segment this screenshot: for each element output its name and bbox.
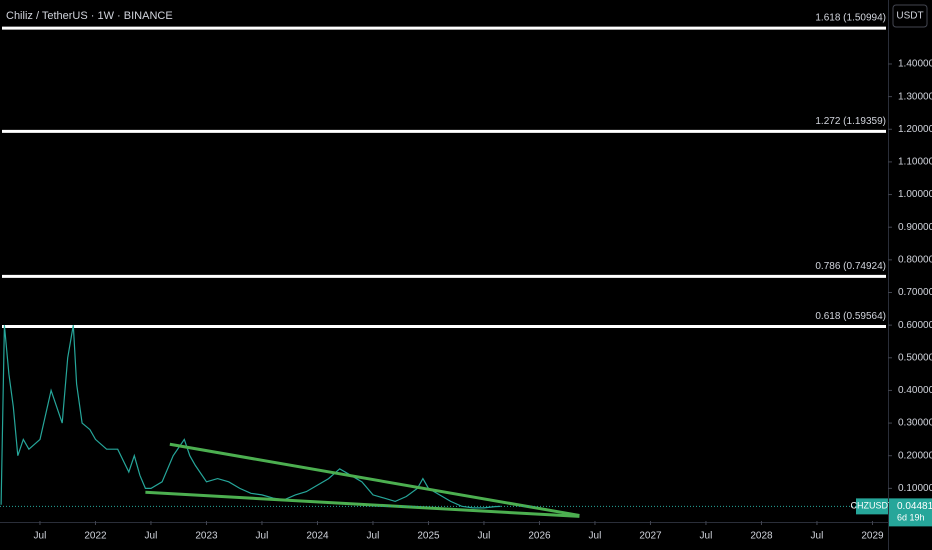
x-tick-label: Jul xyxy=(589,531,602,542)
x-tick-label: 2029 xyxy=(861,531,884,542)
x-tick-label: Jul xyxy=(367,531,380,542)
y-tick-label: 0.10000 xyxy=(898,483,932,494)
y-tick-label: 0.60000 xyxy=(898,320,932,331)
x-tick-label: 2026 xyxy=(528,531,551,542)
x-tick-label: Jul xyxy=(700,531,713,542)
symbol-tag xyxy=(856,498,888,515)
price-tag-label: 0.04481 xyxy=(897,501,932,512)
x-tick-label: 2023 xyxy=(195,531,218,542)
price-tag xyxy=(889,498,932,527)
y-tick-label: 0.50000 xyxy=(898,352,932,363)
y-tick-label: 1.20000 xyxy=(898,124,932,135)
y-tick-label: 0.70000 xyxy=(898,287,932,298)
price-line xyxy=(0,324,501,509)
x-tick-label: 2028 xyxy=(750,531,773,542)
y-tick-label: 1.00000 xyxy=(898,189,932,200)
symbol-title: Chiliz / TetherUS · 1W · BINANCE xyxy=(6,10,173,22)
y-tick-label: 0.80000 xyxy=(898,254,932,265)
fib-level-label: 1.272 (1.19359) xyxy=(815,116,886,127)
y-tick-label: 0.90000 xyxy=(898,222,932,233)
symbol-tag-label: CHZUSDT xyxy=(851,501,894,511)
x-tick-label: 2027 xyxy=(639,531,662,542)
x-tick-label: Jul xyxy=(256,531,269,542)
x-tick-label: Jul xyxy=(34,531,47,542)
y-tick-label: 0.40000 xyxy=(898,385,932,396)
currency-button[interactable] xyxy=(892,4,928,28)
countdown-label: 6d 19h xyxy=(897,513,925,523)
y-tick-label: 1.40000 xyxy=(898,59,932,70)
y-tick-label: 1.10000 xyxy=(898,157,932,168)
fib-level-label: 1.618 (1.50994) xyxy=(815,13,886,24)
x-tick-label: 2022 xyxy=(84,531,107,542)
x-tick-label: Jul xyxy=(478,531,491,542)
fib-level-label: 0.786 (0.74924) xyxy=(815,261,886,272)
y-tick-label: 0.20000 xyxy=(898,450,932,461)
trendline xyxy=(145,490,580,518)
x-tick-label: Jul xyxy=(145,531,158,542)
x-tick-label: 2024 xyxy=(306,531,329,542)
trendline xyxy=(169,442,580,517)
y-tick-label: 0.30000 xyxy=(898,418,932,429)
fib-level-label: 0.618 (0.59564) xyxy=(815,311,886,322)
x-tick-label: Jul xyxy=(811,531,824,542)
y-tick-label: 1.30000 xyxy=(898,91,932,102)
currency-label: USDT xyxy=(896,11,923,22)
x-tick-label: 2025 xyxy=(417,531,440,542)
